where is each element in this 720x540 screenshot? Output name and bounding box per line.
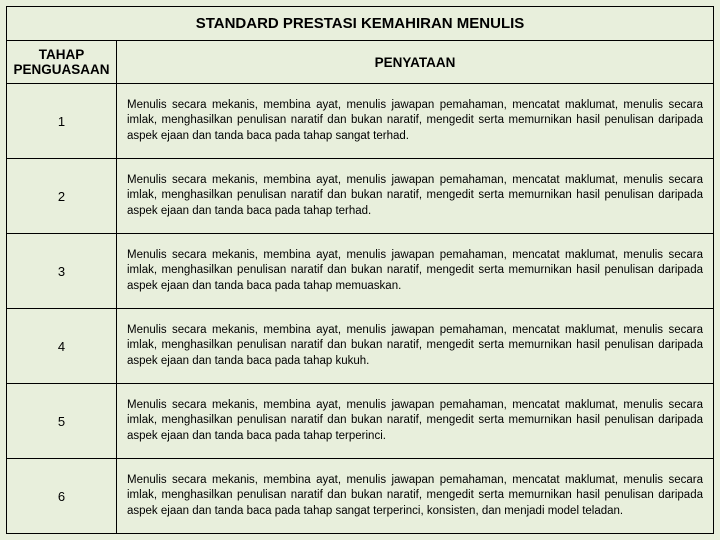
desc-cell: Menulis secara mekanis, membina ayat, me…	[117, 159, 714, 234]
title-row: STANDARD PRESTASI KEMAHIRAN MENULIS	[7, 7, 714, 41]
level-cell: 2	[7, 159, 117, 234]
standards-table: STANDARD PRESTASI KEMAHIRAN MENULIS TAHA…	[6, 6, 714, 534]
table-row: 3 Menulis secara mekanis, membina ayat, …	[7, 234, 714, 309]
level-cell: 6	[7, 459, 117, 534]
desc-cell: Menulis secara mekanis, membina ayat, me…	[117, 234, 714, 309]
desc-cell: Menulis secara mekanis, membina ayat, me…	[117, 459, 714, 534]
table-row: 6 Menulis secara mekanis, membina ayat, …	[7, 459, 714, 534]
table-row: 5 Menulis secara mekanis, membina ayat, …	[7, 384, 714, 459]
header-row: TAHAP PENGUASAAN PENYATAAN	[7, 41, 714, 84]
table-row: 2 Menulis secara mekanis, membina ayat, …	[7, 159, 714, 234]
table-row: 4 Menulis secara mekanis, membina ayat, …	[7, 309, 714, 384]
header-statement: PENYATAAN	[117, 41, 714, 84]
level-cell: 3	[7, 234, 117, 309]
header-level: TAHAP PENGUASAAN	[7, 41, 117, 84]
level-cell: 1	[7, 84, 117, 159]
table-title: STANDARD PRESTASI KEMAHIRAN MENULIS	[7, 7, 714, 41]
desc-cell: Menulis secara mekanis, membina ayat, me…	[117, 309, 714, 384]
table-row: 1 Menulis secara mekanis, membina ayat, …	[7, 84, 714, 159]
desc-cell: Menulis secara mekanis, membina ayat, me…	[117, 84, 714, 159]
level-cell: 5	[7, 384, 117, 459]
desc-cell: Menulis secara mekanis, membina ayat, me…	[117, 384, 714, 459]
level-cell: 4	[7, 309, 117, 384]
